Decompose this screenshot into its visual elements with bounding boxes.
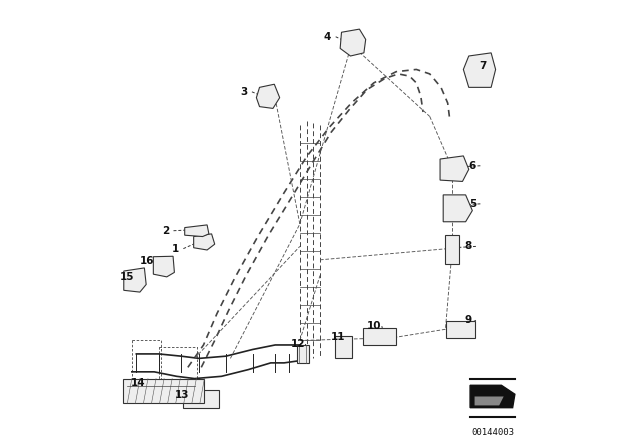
Polygon shape (446, 321, 476, 338)
Text: 11: 11 (331, 332, 345, 342)
Text: 2: 2 (162, 226, 169, 236)
Polygon shape (440, 156, 468, 181)
Text: 10: 10 (367, 321, 381, 331)
Text: 9: 9 (464, 315, 472, 325)
Polygon shape (475, 396, 504, 405)
Text: 15: 15 (120, 272, 134, 282)
Text: 5: 5 (468, 199, 476, 209)
Polygon shape (194, 234, 215, 250)
Text: 6: 6 (468, 161, 476, 171)
Polygon shape (184, 390, 220, 408)
Polygon shape (257, 84, 280, 108)
Polygon shape (463, 53, 495, 87)
Text: 7: 7 (479, 61, 487, 71)
Polygon shape (154, 256, 174, 277)
Text: 00144003: 00144003 (471, 428, 514, 437)
Text: 12: 12 (291, 339, 305, 349)
Text: 4: 4 (324, 32, 332, 42)
Polygon shape (185, 225, 209, 237)
Polygon shape (443, 195, 472, 222)
Text: 13: 13 (175, 390, 189, 400)
Polygon shape (445, 235, 459, 264)
Polygon shape (362, 328, 396, 345)
Polygon shape (297, 345, 309, 363)
Text: 1: 1 (172, 244, 179, 254)
Text: 8: 8 (464, 241, 472, 251)
Polygon shape (340, 29, 365, 56)
Text: 14: 14 (131, 378, 145, 388)
Polygon shape (124, 268, 146, 292)
Polygon shape (335, 336, 352, 358)
Text: 16: 16 (140, 256, 154, 266)
Polygon shape (470, 385, 515, 408)
Text: 3: 3 (240, 87, 248, 97)
Polygon shape (123, 379, 204, 403)
